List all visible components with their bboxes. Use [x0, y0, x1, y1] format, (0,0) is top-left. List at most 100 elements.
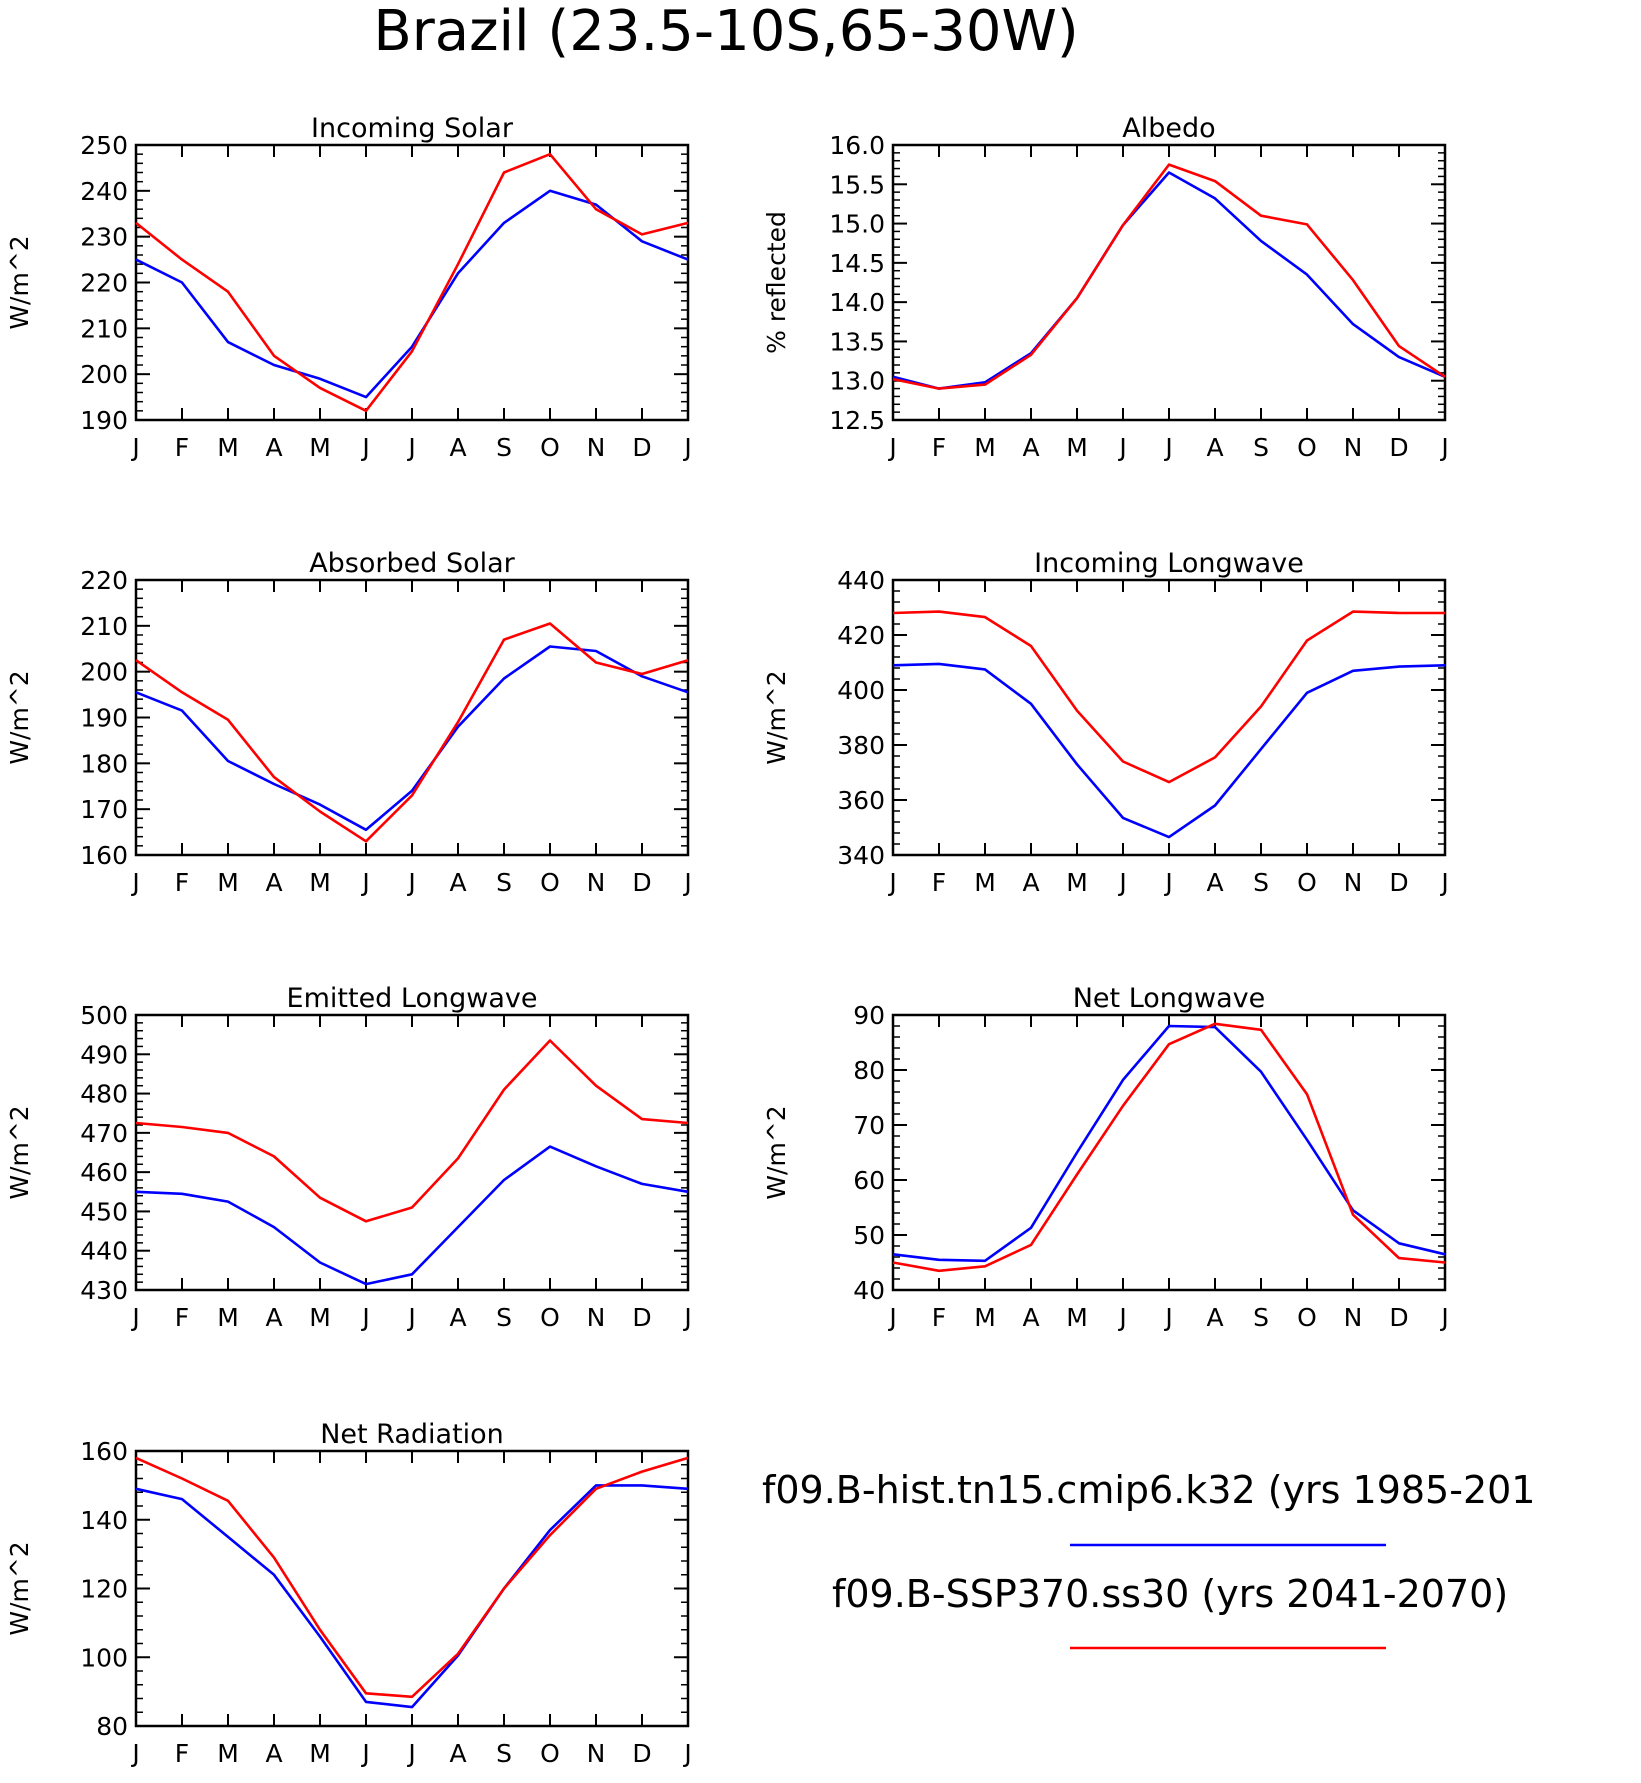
- y-tick-label: 120: [80, 1575, 128, 1604]
- y-tick-label: 12.5: [829, 406, 885, 435]
- x-tick-label: F: [175, 1303, 189, 1332]
- x-tick-label: N: [587, 868, 606, 897]
- y-tick-label: 16.0: [829, 131, 885, 160]
- x-tick-label: N: [587, 1303, 606, 1332]
- plot-frame: [891, 143, 1447, 422]
- y-tick-label: 500: [80, 1001, 128, 1030]
- y-axis-label: W/m^2: [762, 1105, 791, 1199]
- y-tick-label: 13.0: [829, 367, 885, 396]
- x-tick-label: A: [1022, 868, 1039, 897]
- x-tick-label: A: [1206, 433, 1223, 462]
- figure-title: Brazil (23.5-10S,65-30W): [373, 0, 1078, 64]
- x-tick-label: D: [1389, 1303, 1408, 1332]
- y-tick-label: 14.0: [829, 288, 885, 317]
- x-tick-label: J: [1117, 868, 1126, 897]
- plot-frame: [134, 1013, 690, 1292]
- x-tick-label: M: [217, 868, 239, 897]
- y-tick-label: 210: [80, 612, 128, 641]
- x-tick-label: M: [309, 1739, 331, 1768]
- y-tick-label: 230: [80, 223, 128, 252]
- y-tick-label: 15.5: [829, 170, 885, 199]
- y-tick-label: 140: [80, 1506, 128, 1535]
- series-line-hist: [892, 171, 1446, 390]
- panel-title: Absorbed Solar: [309, 548, 515, 579]
- x-tick-label: A: [449, 868, 466, 897]
- x-tick-label: A: [449, 1303, 466, 1332]
- panel-title: Net Longwave: [1073, 983, 1266, 1014]
- series-line-hist: [135, 645, 689, 832]
- y-tick-label: 470: [80, 1119, 128, 1148]
- x-tick-label: M: [974, 868, 996, 897]
- x-tick-label: A: [1022, 1303, 1039, 1332]
- y-tick-label: 190: [80, 704, 128, 733]
- x-tick-label: O: [1297, 433, 1317, 462]
- y-tick-label: 250: [80, 131, 128, 160]
- y-tick-label: 13.5: [829, 327, 885, 356]
- x-tick-label: J: [1117, 1303, 1126, 1332]
- y-tick-label: 450: [80, 1197, 128, 1226]
- series-line-hist: [135, 1484, 689, 1709]
- x-tick-label: S: [1253, 868, 1269, 897]
- plot-frame: [891, 1013, 1447, 1292]
- x-tick-label: J: [360, 1739, 369, 1768]
- y-tick-label: 60: [853, 1166, 885, 1195]
- x-tick-label: O: [540, 1739, 560, 1768]
- x-tick-label: A: [265, 433, 282, 462]
- x-tick-label: D: [632, 1303, 651, 1332]
- x-tick-label: A: [265, 868, 282, 897]
- y-tick-label: 490: [80, 1040, 128, 1069]
- x-tick-label: S: [496, 1739, 512, 1768]
- y-tick-label: 190: [80, 406, 128, 435]
- y-tick-label: 160: [80, 841, 128, 870]
- panel-title: Emitted Longwave: [287, 983, 538, 1014]
- x-tick-label: N: [1344, 868, 1363, 897]
- x-tick-label: J: [406, 868, 415, 897]
- series-line-ssp: [892, 163, 1446, 390]
- legend: f09.B-hist.tn15.cmip6.k32 (yrs 1985-201 …: [762, 1468, 1535, 1650]
- x-tick-label: J: [130, 433, 139, 462]
- y-tick-label: 240: [80, 177, 128, 206]
- series-line-ssp: [135, 152, 689, 413]
- x-tick-label: N: [1344, 1303, 1363, 1332]
- x-tick-label: M: [974, 433, 996, 462]
- x-tick-label: F: [175, 433, 189, 462]
- x-tick-label: M: [217, 433, 239, 462]
- x-tick-label: O: [1297, 868, 1317, 897]
- series-line-hist: [135, 1145, 689, 1286]
- y-tick-label: 80: [853, 1056, 885, 1085]
- x-tick-label: F: [932, 433, 946, 462]
- x-tick-label: F: [175, 1739, 189, 1768]
- x-tick-label: A: [1022, 433, 1039, 462]
- x-tick-label: J: [1439, 1303, 1448, 1332]
- x-tick-label: J: [887, 1303, 896, 1332]
- y-axis-label: W/m^2: [5, 1105, 34, 1199]
- series-line-ssp: [135, 622, 689, 843]
- x-tick-label: M: [974, 1303, 996, 1332]
- x-tick-label: S: [496, 1303, 512, 1332]
- y-tick-label: 480: [80, 1080, 128, 1109]
- x-tick-label: J: [406, 433, 415, 462]
- legend-ssp-label: f09.B-SSP370.ss30 (yrs 2041-2070): [832, 1572, 1508, 1616]
- plot-frame: [134, 143, 690, 422]
- x-tick-label: M: [217, 1303, 239, 1332]
- x-tick-label: J: [887, 433, 896, 462]
- y-tick-label: 180: [80, 749, 128, 778]
- panel-title: Incoming Longwave: [1034, 548, 1304, 579]
- x-tick-label: A: [449, 433, 466, 462]
- y-tick-label: 440: [80, 1237, 128, 1266]
- x-tick-label: J: [130, 1739, 139, 1768]
- x-tick-label: N: [587, 433, 606, 462]
- x-tick-label: S: [1253, 433, 1269, 462]
- x-tick-label: O: [540, 1303, 560, 1332]
- x-tick-label: A: [1206, 868, 1223, 897]
- x-tick-label: J: [130, 868, 139, 897]
- plot-frame: [134, 1449, 690, 1728]
- series-line-ssp: [892, 1022, 1446, 1273]
- x-tick-label: J: [360, 1303, 369, 1332]
- x-tick-label: J: [406, 1303, 415, 1332]
